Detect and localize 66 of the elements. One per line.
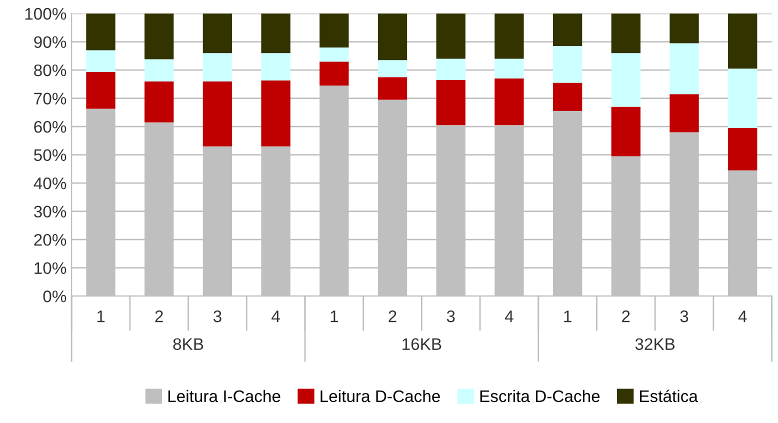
x-tick-label: 4	[738, 310, 747, 322]
bar	[261, 14, 290, 54]
bar	[611, 14, 640, 54]
bar	[86, 14, 116, 50]
text: 32KB	[635, 338, 675, 350]
y-tick-label: 90%	[34, 36, 66, 48]
bar	[144, 14, 174, 60]
bar	[436, 14, 466, 59]
bar	[552, 14, 582, 46]
y-tick-label: 0%	[43, 290, 66, 302]
bar	[202, 81, 232, 146]
y-tick-label: 60%	[34, 120, 66, 133]
y-tick-label: 80%	[34, 64, 66, 76]
bar	[86, 50, 116, 72]
x-tick-label: 4	[504, 310, 514, 322]
y-tick-label: 40%	[34, 177, 66, 190]
x-tick-label: 1	[330, 310, 338, 322]
bar	[611, 53, 640, 107]
x-tick-label: 2	[155, 310, 163, 322]
y-tick-label: 50%	[34, 149, 66, 162]
bar	[611, 106, 640, 156]
y-tick-label: 20%	[34, 234, 66, 246]
y-tick-label: 100%	[25, 8, 66, 20]
y-tick-label: 10%	[34, 262, 66, 274]
bar	[436, 58, 466, 80]
text: 8KB	[173, 338, 204, 350]
x-tick-label: 1	[97, 310, 105, 322]
bar	[552, 82, 582, 112]
bar	[378, 77, 408, 100]
x-tick-label: 3	[213, 310, 222, 322]
bar	[378, 14, 408, 60]
bar	[378, 60, 408, 78]
bar	[670, 94, 699, 132]
x-tick-label: 2	[622, 310, 630, 322]
bar	[436, 80, 466, 126]
bar	[261, 53, 290, 81]
bar	[494, 78, 524, 126]
bar	[261, 80, 290, 146]
bar	[144, 81, 174, 122]
bar	[320, 62, 349, 86]
bar	[670, 43, 699, 94]
bar	[494, 58, 524, 79]
x-tick-label: 2	[388, 310, 396, 322]
bar	[202, 14, 232, 54]
x-tick-label: 3	[446, 310, 455, 322]
legend-label: Estática	[640, 390, 698, 402]
legend-label: Escrita D-Cache	[480, 390, 600, 402]
bar	[144, 59, 174, 82]
bar	[494, 14, 524, 59]
bar	[728, 14, 758, 69]
legend-label: Leitura D-Cache	[320, 390, 440, 402]
x-tick-label: 3	[680, 310, 688, 322]
y-tick-label: 70%	[34, 92, 66, 105]
x-tick-label: 1	[564, 310, 572, 322]
bar	[320, 14, 349, 48]
bar	[728, 68, 758, 128]
bar	[552, 46, 582, 83]
legend-label: Leitura I-Cache	[168, 390, 280, 402]
text: 16KB	[402, 338, 442, 350]
y-tick-label: 30%	[34, 206, 66, 218]
bar	[202, 53, 232, 82]
bar	[320, 47, 349, 62]
x-tick-label: 4	[272, 310, 280, 322]
bar	[728, 128, 758, 170]
bar	[670, 14, 699, 44]
bar	[86, 72, 116, 109]
